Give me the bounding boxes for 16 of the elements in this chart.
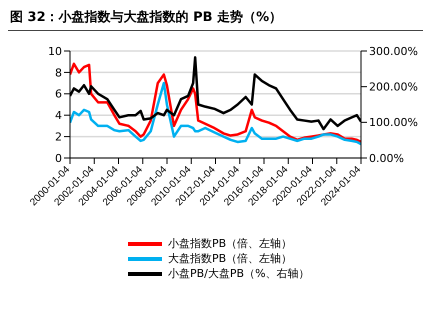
line-series: [70, 82, 361, 146]
y2-tick-label: 0.00%: [369, 152, 404, 165]
chart-title: 图 32：小盘指数与大盘指数的 PB 走势（%）: [8, 8, 423, 31]
y-tick-label: 6: [55, 88, 62, 101]
y-tick-label: 10: [48, 44, 62, 58]
legend-label: 小盘PB/大盘PB（%、右轴）: [168, 266, 310, 281]
y2-tick-label: 200.00%: [369, 80, 418, 94]
legend-label: 小盘指数PB（倍、左轴）: [168, 236, 292, 251]
legend-label: 大盘指数PB（倍、左轴）: [168, 251, 292, 266]
y2-tick-label: 100.00%: [369, 116, 418, 130]
y-tick-label: 8: [55, 66, 62, 80]
line-series: [70, 62, 361, 144]
y-tick-label: 0: [55, 152, 62, 165]
y2-tick-label: 300.00%: [369, 44, 418, 58]
y-tick-label: 4: [55, 109, 62, 122]
y-tick-label: 2: [55, 130, 62, 144]
